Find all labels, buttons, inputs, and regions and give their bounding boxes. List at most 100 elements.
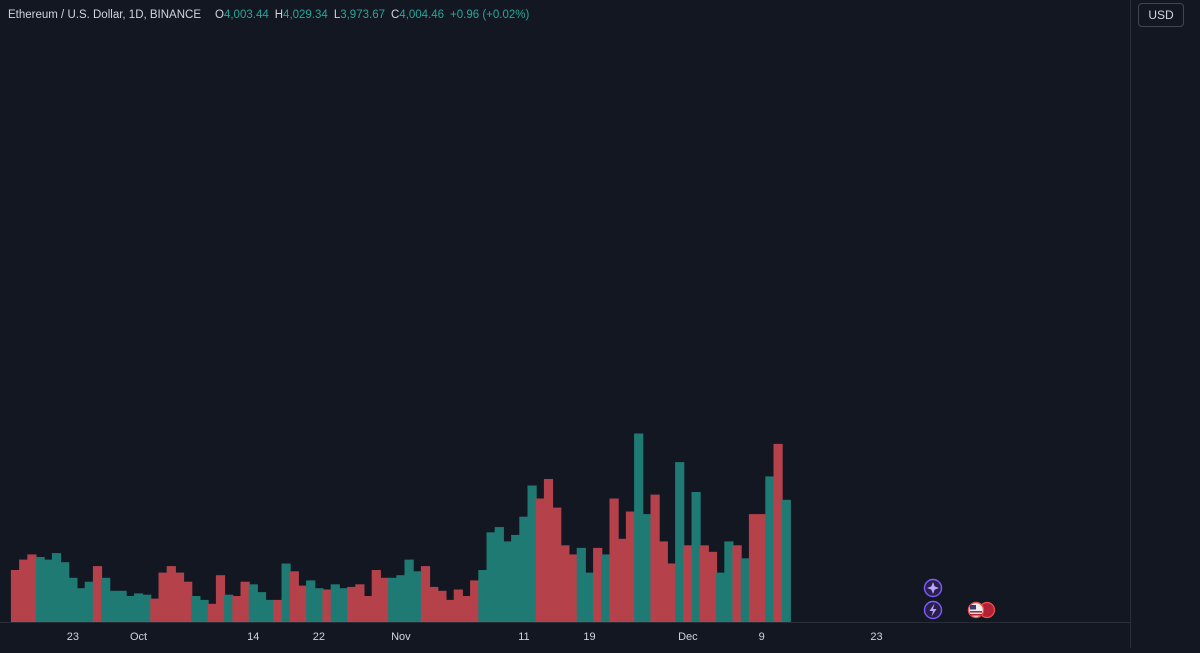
volume-bar <box>404 559 414 622</box>
time-tick-label: 23 <box>67 631 79 643</box>
volume-bar <box>330 584 340 622</box>
time-tick-label: 19 <box>583 631 595 643</box>
volume-bar <box>634 433 644 622</box>
volume-bar <box>445 599 455 622</box>
volume-bar <box>199 599 209 622</box>
volume-bar <box>658 541 668 622</box>
volume-bar <box>215 575 226 622</box>
high-value: 4,029.34 <box>283 9 328 21</box>
volume-bar <box>158 572 168 622</box>
volume-bar <box>724 541 734 622</box>
volume-bar <box>256 592 267 622</box>
currency-button[interactable]: USD <box>1138 3 1184 27</box>
volume-bar <box>625 511 636 622</box>
volume-bar <box>248 584 258 622</box>
indicator-icons <box>923 578 996 620</box>
volume-bar <box>699 545 709 622</box>
low-value: 3,973.67 <box>340 9 385 21</box>
time-tick-label: Oct <box>130 631 147 643</box>
symbol-header: Ethereum / U.S. Dollar, 1D, BINANCE O 4,0… <box>8 6 529 24</box>
volume-bar <box>429 586 439 622</box>
volume-bar <box>60 562 70 622</box>
time-tick-label: Nov <box>391 631 411 643</box>
volume-bar <box>207 603 217 622</box>
volume-bar <box>748 514 759 622</box>
volume-bar <box>101 577 111 622</box>
volume-bar <box>314 588 324 622</box>
volume-bar <box>51 553 62 622</box>
volume-bar <box>306 580 316 622</box>
volume-bar <box>68 577 78 622</box>
volume-bar <box>35 557 45 622</box>
volume-bar <box>453 589 463 622</box>
time-tick-label: 9 <box>759 631 765 643</box>
volume-bar <box>240 581 250 622</box>
flag-icon-stripe <box>970 611 982 613</box>
volume-bar <box>355 584 365 622</box>
volume-bar <box>683 545 693 622</box>
volume-bar <box>584 572 595 622</box>
open-value: 4,003.44 <box>223 9 269 21</box>
low-label: L <box>333 9 341 21</box>
time-tick-label: 14 <box>247 631 259 643</box>
sparkle-icon-glyph <box>927 582 939 594</box>
lightning-icon-glyph <box>929 603 937 617</box>
symbol-title[interactable]: Ethereum / U.S. Dollar, 1D, BINANCE <box>8 9 202 21</box>
volume-bar <box>420 566 431 622</box>
time-tick-label: 11 <box>518 631 529 643</box>
volume-bar <box>502 541 513 622</box>
volume-bar <box>617 538 627 622</box>
time-tick-label: 22 <box>313 631 325 643</box>
close-value: 4,004.46 <box>399 9 445 21</box>
volume-bar <box>43 559 53 622</box>
change-value: +0.96 (+0.02%) <box>450 9 530 21</box>
volume-bar <box>76 588 86 622</box>
volume-bar <box>174 572 185 622</box>
volume-bars <box>10 433 791 622</box>
volume-bar <box>109 590 119 622</box>
volume-bar <box>10 570 21 622</box>
volume-bar <box>642 514 652 622</box>
volume-bar <box>675 462 685 622</box>
volume-bar <box>117 590 127 622</box>
volume-bar <box>609 498 619 622</box>
volume-bar <box>568 554 578 622</box>
volume-bar <box>511 534 521 622</box>
time-axis: 23 Oct 14 22 Nov 11 19 Dec 9 23 <box>0 622 1130 643</box>
volume-bar <box>666 563 677 622</box>
volume-bar <box>27 554 37 622</box>
volume-bar <box>133 593 144 622</box>
volume-bar <box>92 566 103 622</box>
volume-bar <box>650 494 660 622</box>
volume-bar <box>273 599 283 622</box>
volume-bar <box>732 545 742 622</box>
time-tick-label: Dec <box>678 631 698 643</box>
volume-bar <box>289 571 299 622</box>
volume-bar <box>322 589 332 622</box>
volume-bar <box>716 572 726 622</box>
volume-bar <box>396 575 406 622</box>
volume-bar <box>527 485 537 622</box>
volume-bar <box>552 507 562 622</box>
volume-bar <box>388 577 398 622</box>
volume-bar <box>232 596 242 622</box>
volume-bar <box>19 559 29 622</box>
volume-bar <box>437 590 447 622</box>
volume-bar <box>338 588 349 622</box>
volume-bar <box>781 499 791 622</box>
flag-icon-canton <box>970 605 976 610</box>
volume-bar <box>265 599 275 622</box>
volume-bar <box>560 545 570 622</box>
volume-bar <box>224 594 234 622</box>
volume-bar <box>150 598 160 622</box>
volume-bar <box>470 580 480 622</box>
price-axis-divider <box>1130 0 1131 648</box>
volume-bar <box>347 586 357 622</box>
volume-bar <box>191 596 201 622</box>
volume-bar <box>576 547 586 622</box>
volume-bar <box>740 558 750 622</box>
volume-bar <box>478 570 488 622</box>
volume-bar <box>691 492 701 622</box>
